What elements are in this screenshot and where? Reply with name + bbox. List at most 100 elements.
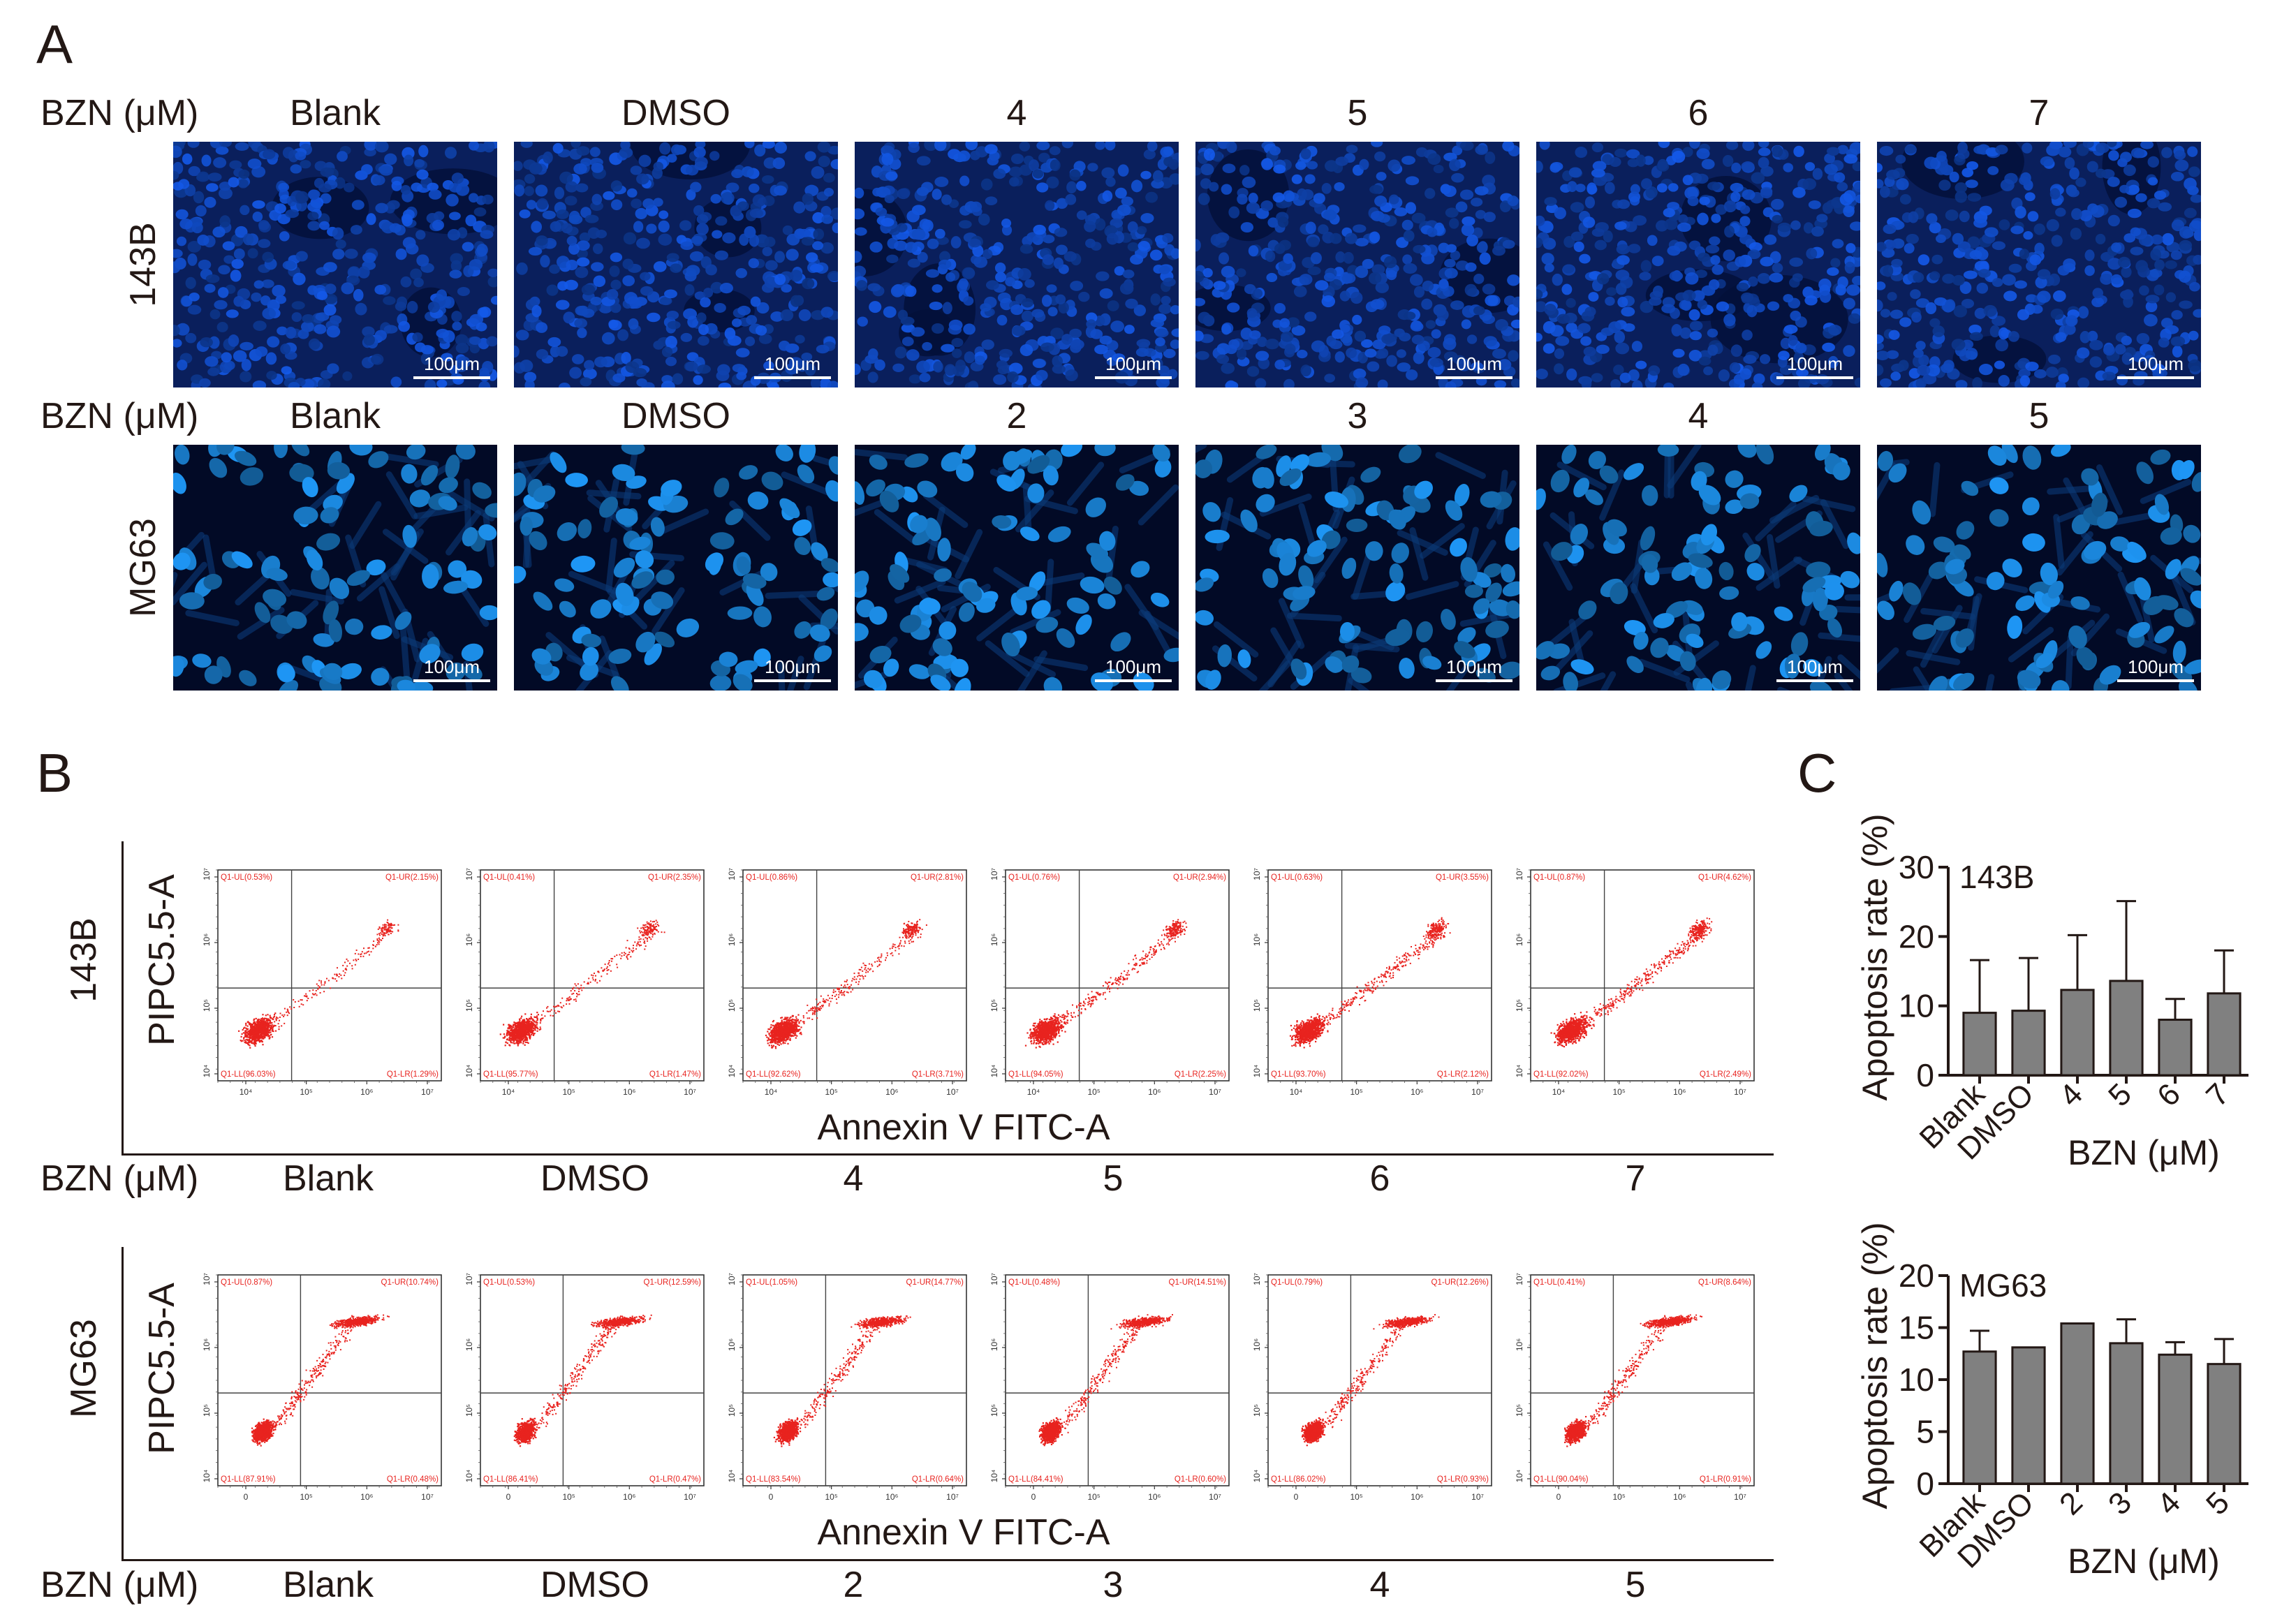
quadrant-label-ll: Q1-LL(96.03%) [221,1070,276,1079]
event-cloud [1564,1314,1702,1447]
x-tick-label: 10⁶ [1673,1087,1686,1097]
plot-frame [1530,1274,1755,1486]
y-tick-label: 10⁵ [727,1404,737,1417]
y-tick-label: 10⁷ [464,1273,474,1285]
condition-label: 2 [855,395,1179,437]
quadrant-label-ul: Q1-UL(0.87%) [221,1278,272,1287]
condition-label: 5 [1008,1158,1218,1199]
cell-line-label: 143B [63,855,105,1065]
x-tick-label: 10⁵ [825,1492,838,1502]
scale-bar-line [413,376,490,379]
condition-label: 7 [1531,1158,1740,1199]
quadrant-label-ur: Q1-UR(2.15%) [385,873,439,882]
plot-frame [742,1274,967,1486]
condition-label: 5 [1531,1564,1740,1606]
scale-bar-line [1776,376,1853,379]
flow-plot: 10⁷ 10⁶ 10⁵ 10⁴ 0 10⁵ 10⁶ 10⁷ Q1-UL(0.53%) Q1-UR(… [452,1267,711,1512]
bar-chart: Apoptosis rate (%) 0 10 20 30 143B Blank DMSO 4 5… [1843,803,2262,1194]
x-tick-label: 10⁷ [421,1492,434,1502]
scale-bar-label: 100μm [1436,353,1512,375]
event-cloud [1038,1314,1173,1447]
scale-bar-line [2117,679,2194,682]
scale-bar-line [754,376,831,379]
quadrant-label-ur: Q1-UR(14.51%) [1169,1278,1227,1287]
event-cloud [499,920,665,1047]
bar [2060,989,2095,1077]
event-cloud [1550,917,1713,1048]
bar [2109,980,2144,1077]
x-tick-label: 10⁶ [1411,1492,1423,1502]
y-tick-label: 10⁷ [1252,1273,1262,1285]
quadrant-label-ur: Q1-UR(14.77%) [906,1278,964,1287]
x-tick-label: 10⁷ [1471,1492,1484,1502]
x-tick-label: 10⁷ [946,1087,959,1097]
quadrant-label-ur: Q1-UR(2.35%) [648,873,701,882]
condition-label: Blank [173,395,497,437]
y-tick-label: 10⁷ [202,868,212,880]
scale-bar-line [1436,376,1512,379]
condition-label: DMSO [514,395,838,437]
x-tick-label: 10⁵ [563,1492,575,1502]
scale-bar-line [754,679,831,682]
quadrant-label-ul: Q1-UL(0.41%) [483,873,535,882]
y-tick-label: 10 [1899,988,1934,1024]
scale-bar-line [1095,679,1172,682]
scale-bar: 100μm [2117,656,2194,682]
y-tick-label: 10 [1899,1361,1934,1398]
quadrant-label-lr: Q1-LR(2.49%) [1700,1070,1751,1079]
condition-label: DMSO [490,1158,700,1199]
y-tick-label: 10⁷ [727,868,737,880]
y-tick-label: 30 [1899,849,1934,885]
chart-title: MG63 [1959,1267,2047,1304]
microscopy-image: 100μm [514,142,838,387]
scale-bar: 100μm [1436,656,1512,682]
quadrant-label-ll: Q1-LL(92.62%) [746,1070,801,1079]
condition-label: 3 [1195,395,1519,437]
scale-bar: 100μm [754,656,831,682]
x-tick-label: 10⁴ [765,1087,778,1097]
event-cloud [773,1315,911,1447]
y-tick-label: 10⁶ [1252,1338,1262,1351]
x-tick-label: 0 [506,1492,511,1502]
x-tick-label: 10⁵ [1088,1492,1100,1502]
microscopy-image: 100μm [1536,445,1860,691]
scale-bar-label: 100μm [1776,353,1853,375]
scale-bar-label: 100μm [2117,656,2194,678]
y-tick-label: 10⁴ [464,1470,474,1483]
quadrant-label-ll: Q1-LL(90.04%) [1533,1475,1589,1484]
flow-plot: 10⁷ 10⁶ 10⁵ 10⁴ 10⁴ 10⁵ 10⁶ 10⁷ Q1-UL(0.86%) Q1-U… [715,862,973,1107]
scale-bar-label: 100μm [1095,353,1172,375]
bar-chart: Apoptosis rate (%) 0 5 10 15 20 MG63 Blank DMSO 2… [1843,1211,2262,1602]
y-tick-label: 15 [1899,1310,1934,1346]
y-tick-label: 10⁴ [1515,1470,1524,1483]
flow-plot: 10⁷ 10⁶ 10⁵ 10⁴ 0 10⁵ 10⁶ 10⁷ Q1-UL(1.05%) Q1-UR(… [715,1267,973,1512]
x-tick-label: 10⁷ [421,1087,434,1097]
bar [2060,1322,2095,1485]
microscopy-image: 100μm [1536,142,1860,387]
condition-label: Blank [223,1564,433,1606]
quadrant-label-lr: Q1-LR(2.12%) [1437,1070,1489,1079]
quadrant-label-ul: Q1-UL(0.63%) [1271,873,1323,882]
microscopy-image: 100μm [1877,142,2201,387]
scale-bar: 100μm [413,353,490,379]
x-tick-label: 4 [2053,1077,2089,1113]
scale-bar-label: 100μm [1436,656,1512,678]
quadrant-label-ur: Q1-UR(4.62%) [1698,873,1751,882]
y-tick-label: 10⁶ [727,933,737,946]
flow-plot: 10⁷ 10⁶ 10⁵ 10⁴ 10⁴ 10⁵ 10⁶ 10⁷ Q1-UL(0.76%) Q1-U… [978,862,1236,1107]
bar [2011,1010,2046,1077]
condition-label: Blank [223,1158,433,1199]
condition-label: 4 [749,1158,958,1199]
x-tick-label: 10⁷ [1471,1087,1484,1097]
x-tick-label: 10⁵ [1613,1492,1626,1502]
x-tick-label: 0 [1556,1492,1561,1502]
x-tick-label: 10⁶ [360,1087,373,1097]
quadrant-label-lr: Q1-LR(1.29%) [387,1070,439,1079]
y-tick-label: 10⁵ [202,1404,212,1417]
quadrant-label-ul: Q1-UL(1.05%) [746,1278,797,1287]
x-tick-label: 0 [1031,1492,1036,1502]
y-tick-label: 10⁴ [989,1470,999,1483]
quadrant-label-ul: Q1-UL(0.53%) [221,873,272,882]
scale-bar: 100μm [1776,656,1853,682]
x-axis-label: BZN (μM) [2068,1542,2220,1581]
